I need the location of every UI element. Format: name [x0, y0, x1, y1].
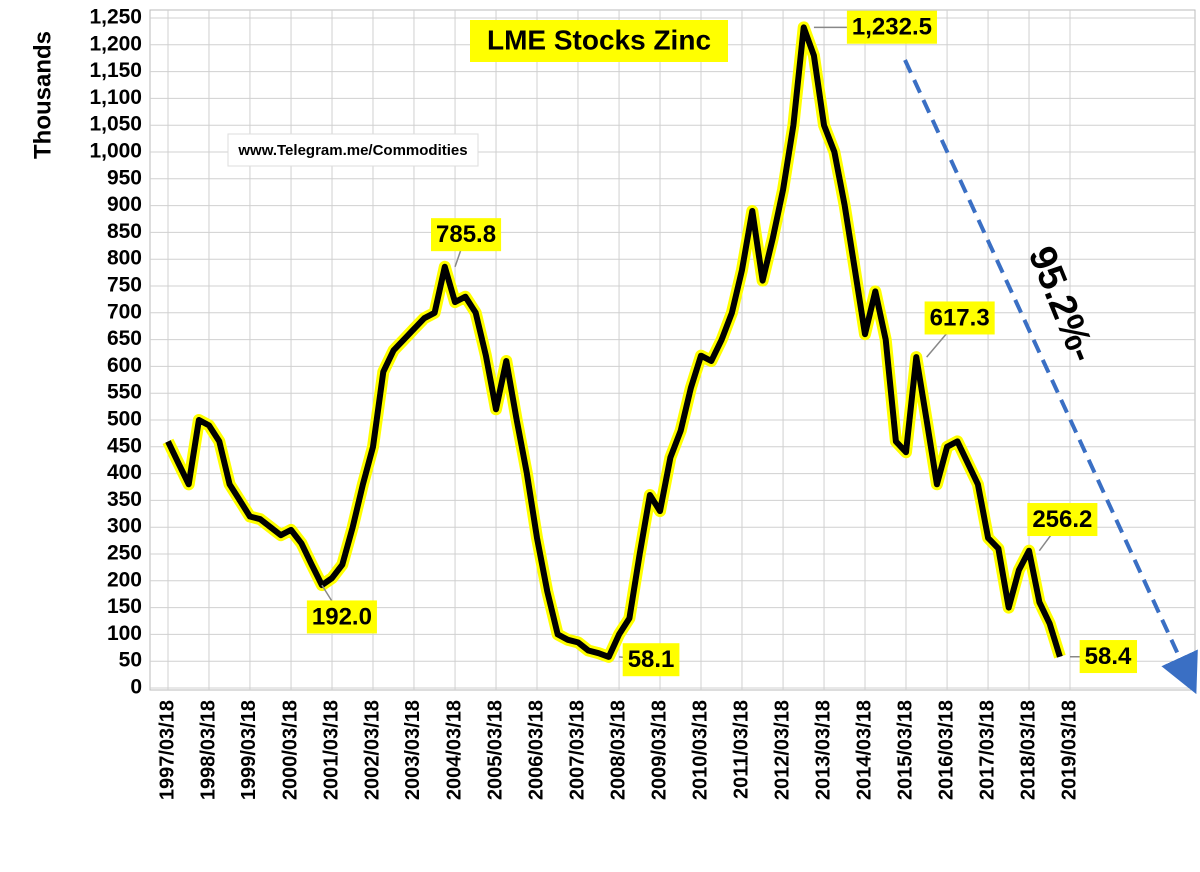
y-tick-label: 900	[107, 193, 142, 216]
x-tick-label: 2005/03/18	[484, 700, 506, 800]
y-tick-label: 300	[107, 515, 142, 538]
y-tick-label: 1,100	[89, 86, 142, 109]
title-box	[470, 20, 728, 62]
x-tick-label: 1998/03/18	[197, 700, 219, 800]
x-tick-label: 2014/03/18	[853, 700, 875, 800]
x-tick-label: 2001/03/18	[320, 700, 342, 800]
y-tick-label: 1,000	[89, 140, 142, 163]
annotation-box	[1079, 640, 1138, 674]
y-tick-label: 400	[107, 461, 142, 484]
annotation-label: 1,232.5	[852, 14, 932, 41]
x-tick-label: 2008/03/18	[607, 700, 629, 800]
y-tick-label: 0	[130, 676, 142, 699]
source: www.Telegram.me/Commodities	[237, 142, 467, 159]
x-tick-label: 2006/03/18	[525, 700, 547, 800]
trend-arrow	[903, 59, 1198, 695]
plot	[162, 21, 1066, 663]
annotation-label: 58.4	[1085, 643, 1132, 670]
x-tick-label: 2004/03/18	[443, 700, 465, 800]
annotation-box	[924, 301, 995, 335]
annotation-label: 785.8	[436, 221, 496, 248]
y-tick-label: 1,050	[89, 113, 142, 136]
source-box	[227, 133, 479, 167]
x-tick-label: 2003/03/18	[402, 700, 424, 800]
annotation-label: 617.3	[930, 304, 990, 331]
annotation-label: 192.0	[312, 603, 372, 630]
y-tick-label: 700	[107, 300, 142, 323]
y-tick-label: 850	[107, 220, 142, 243]
y-tick-label: 550	[107, 381, 142, 404]
y-tick-label: 250	[107, 542, 142, 565]
y-tick-label: 350	[107, 488, 142, 511]
x-tick-label: 2007/03/18	[566, 700, 588, 800]
y-tick-label: 650	[107, 327, 142, 350]
y-tick-label: 1,150	[89, 59, 142, 82]
x-tick-label: 2000/03/18	[279, 700, 301, 800]
y-tick-label: 100	[107, 622, 142, 645]
annotation-box	[622, 643, 680, 677]
y-tick-label: 1,250	[89, 6, 142, 29]
x-tick-label: 2002/03/18	[361, 700, 383, 800]
x-tick-label: 2010/03/18	[689, 700, 711, 800]
x-tick-label: 2012/03/18	[771, 700, 793, 800]
x-tick-label: 2013/03/18	[812, 700, 834, 800]
y-tick-label: 600	[107, 354, 142, 377]
annotation-box	[846, 10, 937, 44]
x-tick-label: 2011/03/18	[730, 700, 752, 799]
y-tick-label: 50	[119, 649, 142, 672]
y-axis-label: Thousands	[29, 31, 56, 159]
x-tick-label: 2009/03/18	[648, 700, 670, 800]
plot-frame	[149, 9, 1196, 691]
y-tick-label: 750	[107, 274, 142, 297]
x-tick-label: 2015/03/18	[894, 700, 916, 800]
y-tick-label: 150	[107, 595, 142, 618]
y-tick-label: 800	[107, 247, 142, 270]
annotation-label: 256.2	[1032, 506, 1092, 533]
annotation-label: 58.1	[628, 646, 675, 673]
line	[165, 24, 1063, 660]
annotation-box	[306, 600, 377, 634]
y-tick-label: 450	[107, 434, 142, 457]
annotation-box	[431, 218, 502, 252]
x-tick-label: 2016/03/18	[935, 700, 957, 800]
x-tick-label: 2018/03/18	[1017, 700, 1039, 800]
annotation-box	[1027, 503, 1098, 537]
x-tick-label: 1999/03/18	[238, 700, 260, 800]
y-tick-label: 1,200	[89, 32, 142, 55]
chart-title: LME Stocks Zinc	[487, 24, 711, 55]
x-tick-label: 2019/03/18	[1058, 700, 1080, 800]
x-tick-label: 1997/03/18	[156, 700, 178, 800]
x-tick-label: 2017/03/18	[976, 700, 998, 800]
y-tick-label: 950	[107, 166, 142, 189]
y-tick-label: 500	[107, 408, 142, 431]
y-tick-label: 200	[107, 568, 142, 591]
